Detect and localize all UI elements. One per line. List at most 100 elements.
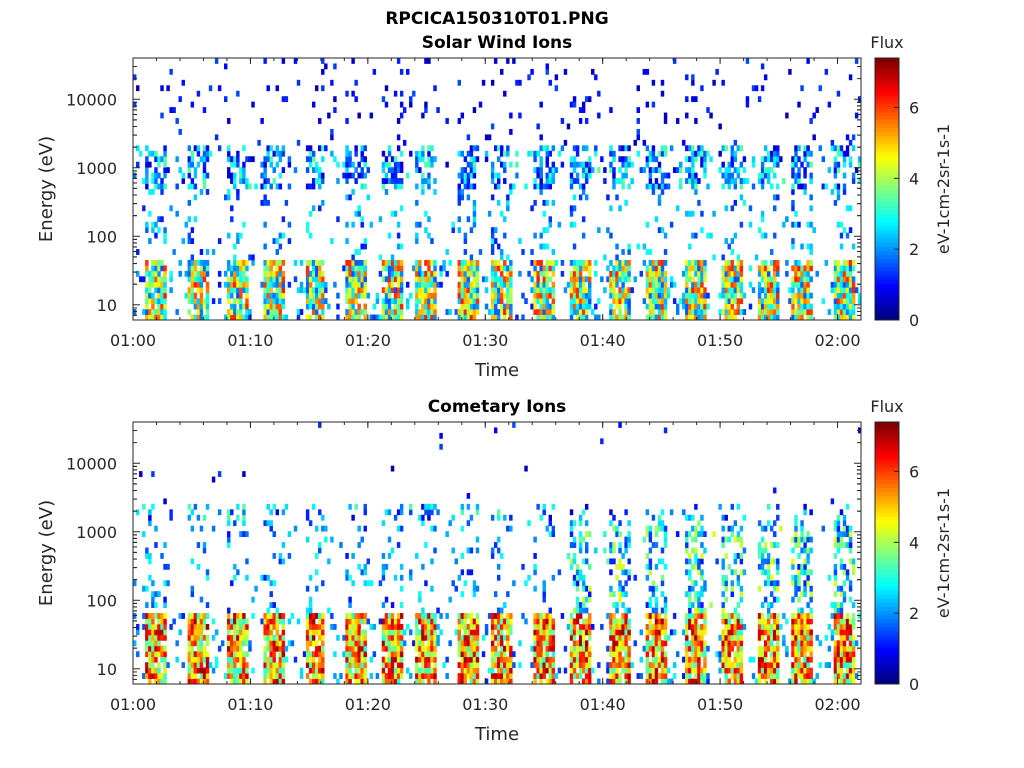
spectrogram-cell [797,172,801,179]
spectrogram-cell [360,221,364,228]
spectrogram-cell [660,178,665,184]
spectrogram-cell [615,673,619,679]
spectrogram-cell [703,656,707,663]
spectrogram-cell [205,309,210,315]
spectrogram-cell [275,634,279,641]
spectrogram-cell [378,580,383,587]
spectrogram-cell [318,172,322,179]
spectrogram-cell [345,629,349,636]
spectrogram-cell [421,623,425,630]
spectrogram-cell [460,167,465,174]
spectrogram-cell [648,276,653,283]
spectrogram-cell [615,656,619,663]
spectrogram-cell [230,662,234,669]
spectrogram-cell [651,591,656,598]
spectrogram-cell [390,270,395,277]
spectrogram-cell [272,270,276,277]
spectrogram-cell [669,281,674,288]
colorbar-step [875,254,899,260]
spectrogram-cell [393,172,398,179]
spectrogram-cell [139,276,143,283]
spectrogram-cell [287,221,292,228]
spectrogram-cell [333,63,337,70]
spectrogram-cell [836,270,841,277]
spectrogram-cell [263,667,267,674]
spectrogram-cell [542,667,546,674]
spectrogram-cell [315,640,319,647]
spectrogram-cell [697,673,701,679]
spectrogram-cell [584,651,589,658]
spectrogram-cell [269,580,273,587]
spectrogram-cell [245,265,249,272]
spectrogram-cell [199,656,204,663]
spectrogram-cell [697,298,701,305]
spectrogram-cell [157,276,161,283]
spectrogram-cell [609,585,613,592]
spectrogram-cell [621,629,625,636]
spectrogram-cell [163,673,167,679]
spectrogram-cell [827,101,832,108]
spectrogram-cell [163,292,167,299]
spectrogram-cell [621,281,625,288]
spectrogram-cell [278,156,283,163]
spectrogram-cell [581,183,586,190]
spectrogram-cell [296,287,301,294]
spectrogram-cell [691,525,695,532]
spectrogram-cell [578,314,583,321]
spectrogram-cell [308,292,313,299]
spectrogram-cell [424,629,428,636]
spectrogram-cell [512,580,516,587]
spectrogram-cell [281,232,286,239]
spectrogram-cell [666,292,671,299]
spectrogram-cell [660,281,665,288]
spectrogram-cell [773,259,777,266]
spectrogram-cell [679,178,683,184]
spectrogram-cell [160,673,164,679]
spectrogram-cell [700,531,704,538]
spectrogram-cell [163,227,167,234]
spectrogram-cell [663,276,668,283]
spectrogram-cell [739,259,744,266]
spectrogram-cell [318,634,322,641]
spectrogram-cell [439,265,443,272]
spectrogram-cell [648,563,653,570]
spectrogram-cell [399,645,404,652]
spectrogram-cell [457,79,461,86]
spectrogram-cell [372,314,377,321]
spectrogram-cell [399,292,404,299]
colorbar-step [875,78,899,84]
spectrogram-cell [694,629,698,636]
spectrogram-cell [187,172,192,179]
spectrogram-cell [703,270,707,277]
spectrogram-cell [800,314,804,321]
spectrogram-cell [691,618,695,625]
spectrogram-cell [760,183,765,190]
spectrogram-cell [348,662,352,669]
spectrogram-cell [770,287,774,294]
spectrogram-cell [360,287,364,294]
spectrogram-cell [396,265,401,272]
spectrogram-cell [739,161,744,168]
spectrogram-cell [242,314,246,321]
spectrogram-cell [700,281,704,288]
spectrogram-cell [460,662,465,669]
spectrogram-cell [196,613,201,619]
spectrogram-cell [142,276,146,283]
spectrogram-cell [360,569,364,576]
spectrogram-cell [266,265,270,272]
spectrogram-cell [588,276,592,283]
spectrogram-cell [682,629,686,636]
spectrogram-cell [287,183,292,190]
spectrogram-cell [763,309,768,315]
spectrogram-cell [663,656,668,663]
spectrogram-cell [305,662,310,669]
spectrogram-cell [281,303,286,310]
spectrogram-cell [324,63,328,70]
spectrogram-cell [584,585,589,592]
spectrogram-cell [657,613,662,619]
spectrogram-cell [760,276,765,283]
spectrogram-cell [199,673,204,679]
spectrogram-cell [308,270,313,277]
spectrogram-cell [387,167,392,174]
spectrogram-cell [396,161,401,168]
